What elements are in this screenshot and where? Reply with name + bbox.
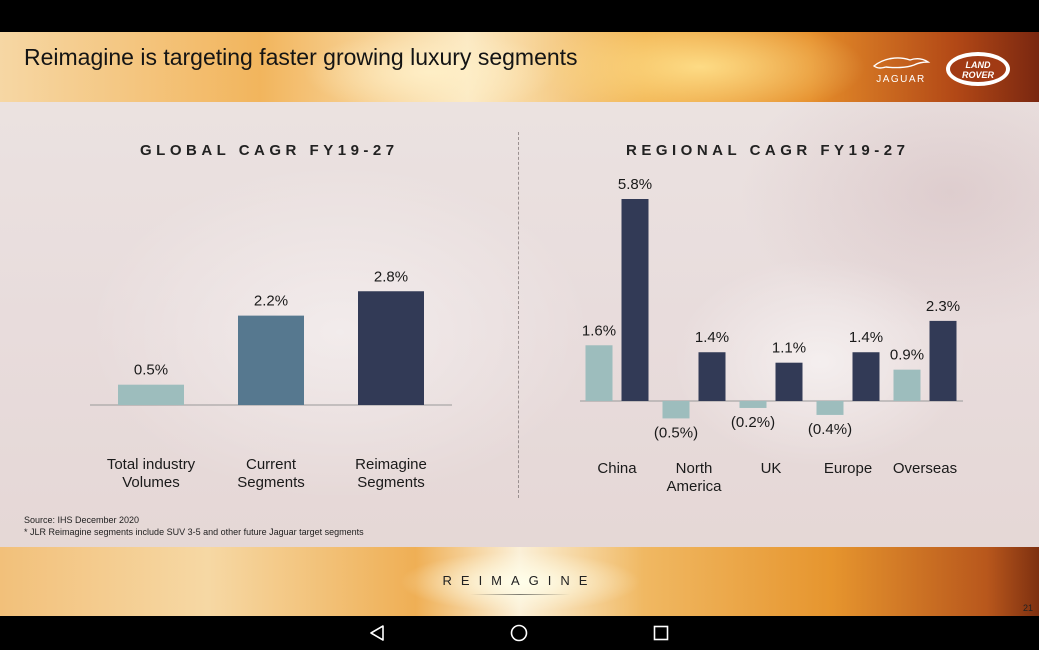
square-recents-icon xyxy=(653,625,669,641)
global-category-label: Total industry xyxy=(107,456,196,473)
source-line: Source: IHS December 2020 xyxy=(24,515,140,525)
slide-title: Reimagine is targeting faster growing lu… xyxy=(24,44,578,70)
regional-category-label: North xyxy=(676,460,713,477)
footer-underline xyxy=(470,594,570,595)
slide-header: Reimagine is targeting faster growing lu… xyxy=(0,32,1039,102)
global-chart-title: GLOBAL CAGR FY19-27 xyxy=(140,142,399,159)
regional-bar-value-label: (0.5%) xyxy=(654,424,698,441)
chart-divider xyxy=(518,132,519,498)
global-category-label: Current xyxy=(246,456,297,473)
regional-category-label: America xyxy=(666,478,722,495)
regional-bar-value-label: 0.9% xyxy=(890,347,924,364)
leaper-icon xyxy=(872,57,931,69)
land-rover-logo-badge: LAND ROVER xyxy=(950,56,1006,82)
jaguar-logo-text: JAGUAR xyxy=(876,74,926,85)
regional-bar xyxy=(893,369,921,401)
triangle-back-icon xyxy=(370,625,384,641)
regional-bar xyxy=(929,320,957,401)
recents-button[interactable] xyxy=(650,623,672,643)
regional-bar xyxy=(585,345,613,401)
regional-bar-value-label: (0.4%) xyxy=(808,421,852,438)
jaguar-logo: JAGUAR xyxy=(866,52,936,86)
global-category-label: Reimagine xyxy=(355,456,427,473)
regional-category-label: Overseas xyxy=(893,460,957,477)
footnote-line: * JLR Reimagine segments include SUV 3-5… xyxy=(24,527,364,537)
global-bar xyxy=(238,315,304,405)
regional-category-label: Europe xyxy=(824,460,872,477)
global-bar-value-label: 0.5% xyxy=(134,362,168,379)
global-bar xyxy=(118,384,184,405)
page-number: 21 xyxy=(1022,603,1033,613)
regional-bar xyxy=(816,401,844,415)
regional-chart-title: REGIONAL CAGR FY19-27 xyxy=(626,142,910,159)
regional-bar-value-label: 1.1% xyxy=(772,340,806,357)
circle-home-icon xyxy=(510,624,528,642)
presentation-slide: Reimagine is targeting faster growing lu… xyxy=(0,32,1039,616)
regional-bar-value-label: 1.4% xyxy=(849,329,883,346)
source-note: Source: IHS December 2020 * JLR Reimagin… xyxy=(24,514,364,538)
regional-bar-value-label: 5.8% xyxy=(618,176,652,193)
regional-bar-value-label: 2.3% xyxy=(926,298,960,315)
global-cagr-chart: 0.5%Total industryVolumes2.2%CurrentSegm… xyxy=(90,268,452,491)
global-category-label: Volumes xyxy=(122,474,180,491)
global-bar-value-label: 2.8% xyxy=(374,268,408,285)
footer-brand: REIMAGINE xyxy=(442,573,597,588)
land-rover-logo-line2: ROVER xyxy=(961,70,994,80)
home-button[interactable] xyxy=(508,623,530,643)
regional-bar xyxy=(739,401,767,408)
regional-bar xyxy=(621,199,649,401)
android-nav-bar xyxy=(0,616,1039,650)
regional-cagr-chart: 1.6% (0.5%) (0.2%) (0.4%) 0.9% 5.8% 1.4% 1.1% 1.… xyxy=(580,176,963,495)
back-button[interactable] xyxy=(366,623,388,643)
land-rover-logo-line1: LAND xyxy=(965,60,991,70)
global-category-label: Segments xyxy=(237,474,305,491)
regional-bar xyxy=(662,401,690,419)
regional-category-label: China xyxy=(597,460,637,477)
land-rover-logo: LAND ROVER xyxy=(946,52,1010,86)
status-bar xyxy=(0,0,1039,32)
regional-bar xyxy=(775,362,803,401)
regional-bar xyxy=(698,352,726,401)
global-bar xyxy=(358,291,424,405)
regional-bar-value-label: (0.2%) xyxy=(731,414,775,431)
regional-bar-value-label: 1.6% xyxy=(582,322,616,339)
global-bar-value-label: 2.2% xyxy=(254,293,288,310)
regional-bar-value-label: 1.4% xyxy=(695,329,729,346)
regional-category-label: UK xyxy=(761,460,782,477)
regional-bar xyxy=(852,352,880,401)
global-category-label: Segments xyxy=(357,474,425,491)
slide-footer: REIMAGINE xyxy=(0,547,1039,616)
